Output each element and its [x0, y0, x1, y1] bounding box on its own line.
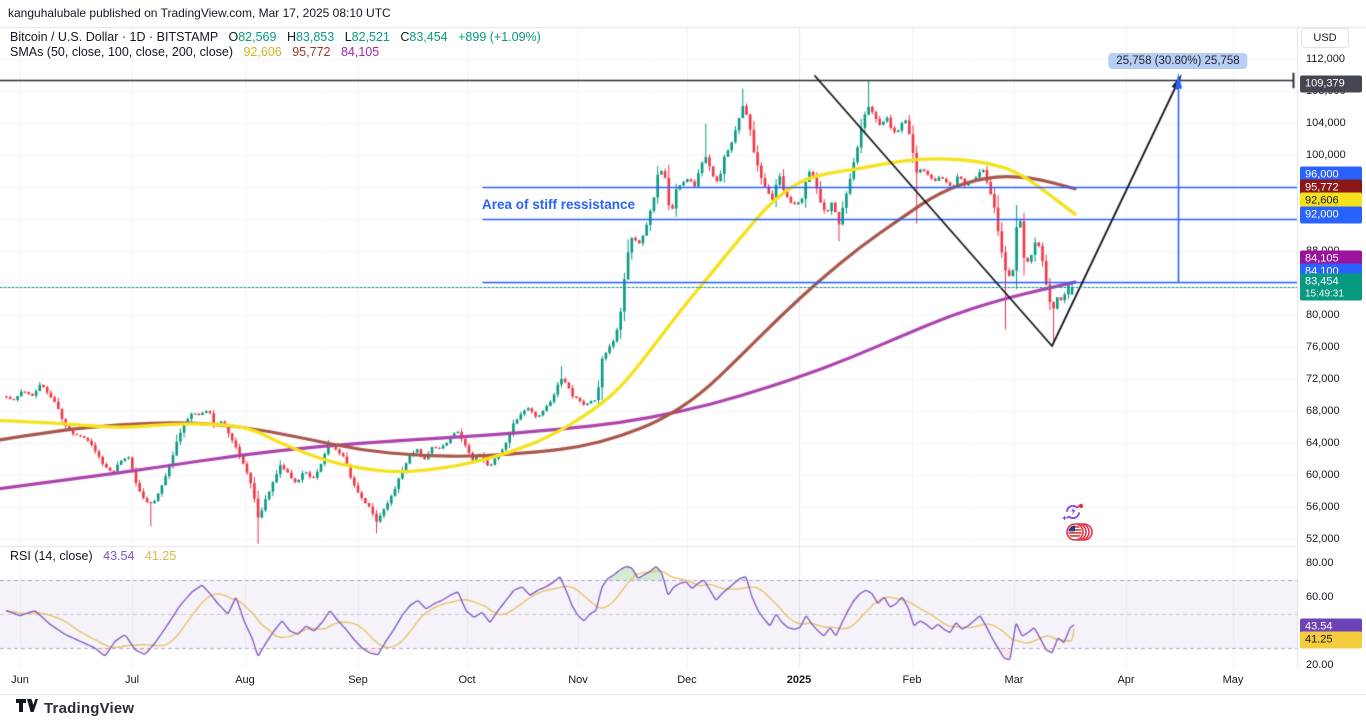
price-tick: 64,000: [1306, 437, 1340, 449]
price-axis-label: 92,606: [1300, 192, 1362, 210]
interval-label: 1D: [129, 30, 146, 44]
time-axis-month-label: 2025: [786, 674, 812, 686]
price-tick: 52,000: [1306, 533, 1340, 545]
rsi-ma-value: 41.25: [144, 549, 177, 563]
sma-legend[interactable]: SMAs (50, close, 100, close, 200, close)…: [10, 45, 379, 59]
time-axis-month-label: Oct: [458, 674, 476, 686]
price-tick: 60,000: [1306, 469, 1340, 481]
price-axis-label: 84,105: [1300, 250, 1362, 268]
price-tick: 100,000: [1306, 149, 1346, 161]
symbol-name: Bitcoin / U.S. Dollar: [10, 30, 119, 44]
high-key: H: [286, 30, 296, 44]
price-axis-label: 95,772: [1300, 179, 1362, 197]
sma200-value: 84,105: [340, 45, 380, 59]
event-us-flag-coins-icon[interactable]: [1064, 522, 1094, 547]
price-axis-label: 96,000: [1300, 166, 1362, 184]
time-axis-month-label: May: [1222, 674, 1244, 686]
sma-label: SMAs (50, close, 100, close, 200, close): [10, 45, 234, 59]
time-axis-month-label: Mar: [1004, 674, 1024, 686]
price-tick: 68,000: [1306, 405, 1340, 417]
tradingview-footer-link[interactable]: TradingView: [16, 698, 134, 718]
time-axis-month-label: Jul: [124, 674, 140, 686]
sma100-value: 95,772: [292, 45, 331, 59]
change-value: +899 (+1.09%): [458, 30, 541, 44]
time-axis-month-label: Feb: [902, 674, 922, 686]
time-axis-month-label: Aug: [235, 674, 255, 686]
price-tick: 104,000: [1306, 117, 1346, 129]
low-key: L: [344, 30, 352, 44]
resistance-annotation-text[interactable]: Area of stiff ressistance: [482, 197, 636, 212]
price-tick: 80,000: [1306, 309, 1340, 321]
legend-separator: ·: [121, 30, 127, 44]
currency-toggle-button[interactable]: USD: [1301, 28, 1349, 48]
tradingview-brand-text: TradingView: [44, 699, 135, 717]
high-value: 83,853: [295, 30, 335, 44]
open-key: O: [228, 30, 239, 44]
price-axis[interactable]: 112,000108,000104,000100,00088,00080,000…: [1297, 27, 1366, 546]
rsi-tick: 80.00: [1306, 557, 1334, 569]
time-axis-month-label: Nov: [568, 674, 588, 686]
price-axis-label: 92,000: [1300, 206, 1362, 224]
low-value: 82,521: [351, 30, 390, 44]
rsi-label: RSI (14, close): [10, 549, 93, 563]
price-tick: 56,000: [1306, 501, 1340, 513]
time-axis-month-label: Apr: [1117, 674, 1135, 686]
tradingview-logo-icon: [16, 698, 38, 718]
legend-separator2: ·: [148, 30, 154, 44]
rsi-tick: 60.00: [1306, 591, 1334, 603]
close-key: C: [400, 30, 410, 44]
rsi-legend[interactable]: RSI (14, close) 43.54 41.25: [10, 549, 176, 563]
price-tick: 76,000: [1306, 341, 1340, 353]
time-axis[interactable]: Jun Jul Aug Sep Oct Nov Dec 2025 Feb Mar Apr May: [0, 668, 1366, 694]
publish-byline: kanguhalubale published on TradingView.c…: [8, 6, 391, 20]
price-axis-label: 83,454 15:49:31: [1300, 273, 1362, 301]
time-axis-month-label: Dec: [677, 674, 697, 686]
price-tick: 112,000: [1306, 53, 1345, 65]
rsi-axis-label: 43.54: [1300, 618, 1362, 636]
symbol-legend[interactable]: Bitcoin / U.S. Dollar · 1D · BITSTAMP O8…: [10, 30, 541, 44]
time-axis-month-label: Jun: [11, 674, 29, 686]
close-value: 83,454: [409, 30, 448, 44]
sma50-value: 92,606: [243, 45, 282, 59]
open-value: 82,569: [238, 30, 277, 44]
rsi-axis[interactable]: 80.00 60.00 20.00 43.54 41.25: [1297, 546, 1366, 671]
price-tick: 72,000: [1306, 373, 1340, 385]
price-range-measure-label[interactable]: 25,758 (30.80%) 25,758: [1108, 53, 1248, 69]
event-swap-lightning-icon[interactable]: [1061, 502, 1085, 529]
rsi-axis-label: 41.25: [1300, 631, 1362, 649]
rsi-value: 43.54: [103, 549, 135, 563]
exchange-label: BITSTAMP: [156, 30, 218, 44]
price-axis-label: 109,379: [1300, 75, 1362, 93]
time-axis-month-label: Sep: [348, 674, 368, 686]
